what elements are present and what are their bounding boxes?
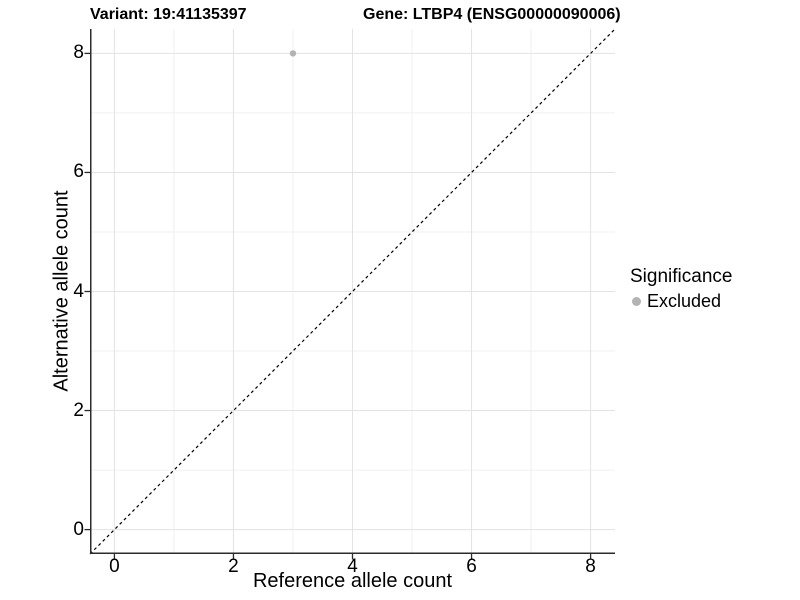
variant-title: Variant: 19:41135397: [90, 6, 247, 23]
x-tick-label: 8: [585, 556, 596, 577]
y-axis-title: Alternative allele count: [50, 190, 73, 392]
x-tick-label: 0: [109, 556, 120, 577]
y-tick-label: 6: [73, 161, 84, 183]
x-tick-label: 4: [347, 556, 358, 577]
y-tick-label: 4: [73, 280, 84, 302]
legend-item-label: Excluded: [647, 291, 722, 311]
legend-title: Significance: [630, 266, 733, 287]
y-tick-label: 0: [73, 518, 84, 540]
legend: Significance Excluded: [630, 266, 732, 312]
x-tick-label: 6: [466, 556, 477, 577]
y-tick-label: 2: [73, 399, 84, 421]
legend-item-excluded: Excluded: [630, 291, 732, 312]
x-axis-title: Reference allele count: [252, 570, 452, 592]
gene-title: Gene: LTBP4 (ENSG00000090006): [363, 6, 621, 23]
plot-panel: [84, 28, 616, 560]
y-tick-label: 8: [73, 42, 84, 64]
legend-point-icon: [632, 297, 641, 306]
x-tick-label: 2: [228, 556, 239, 577]
